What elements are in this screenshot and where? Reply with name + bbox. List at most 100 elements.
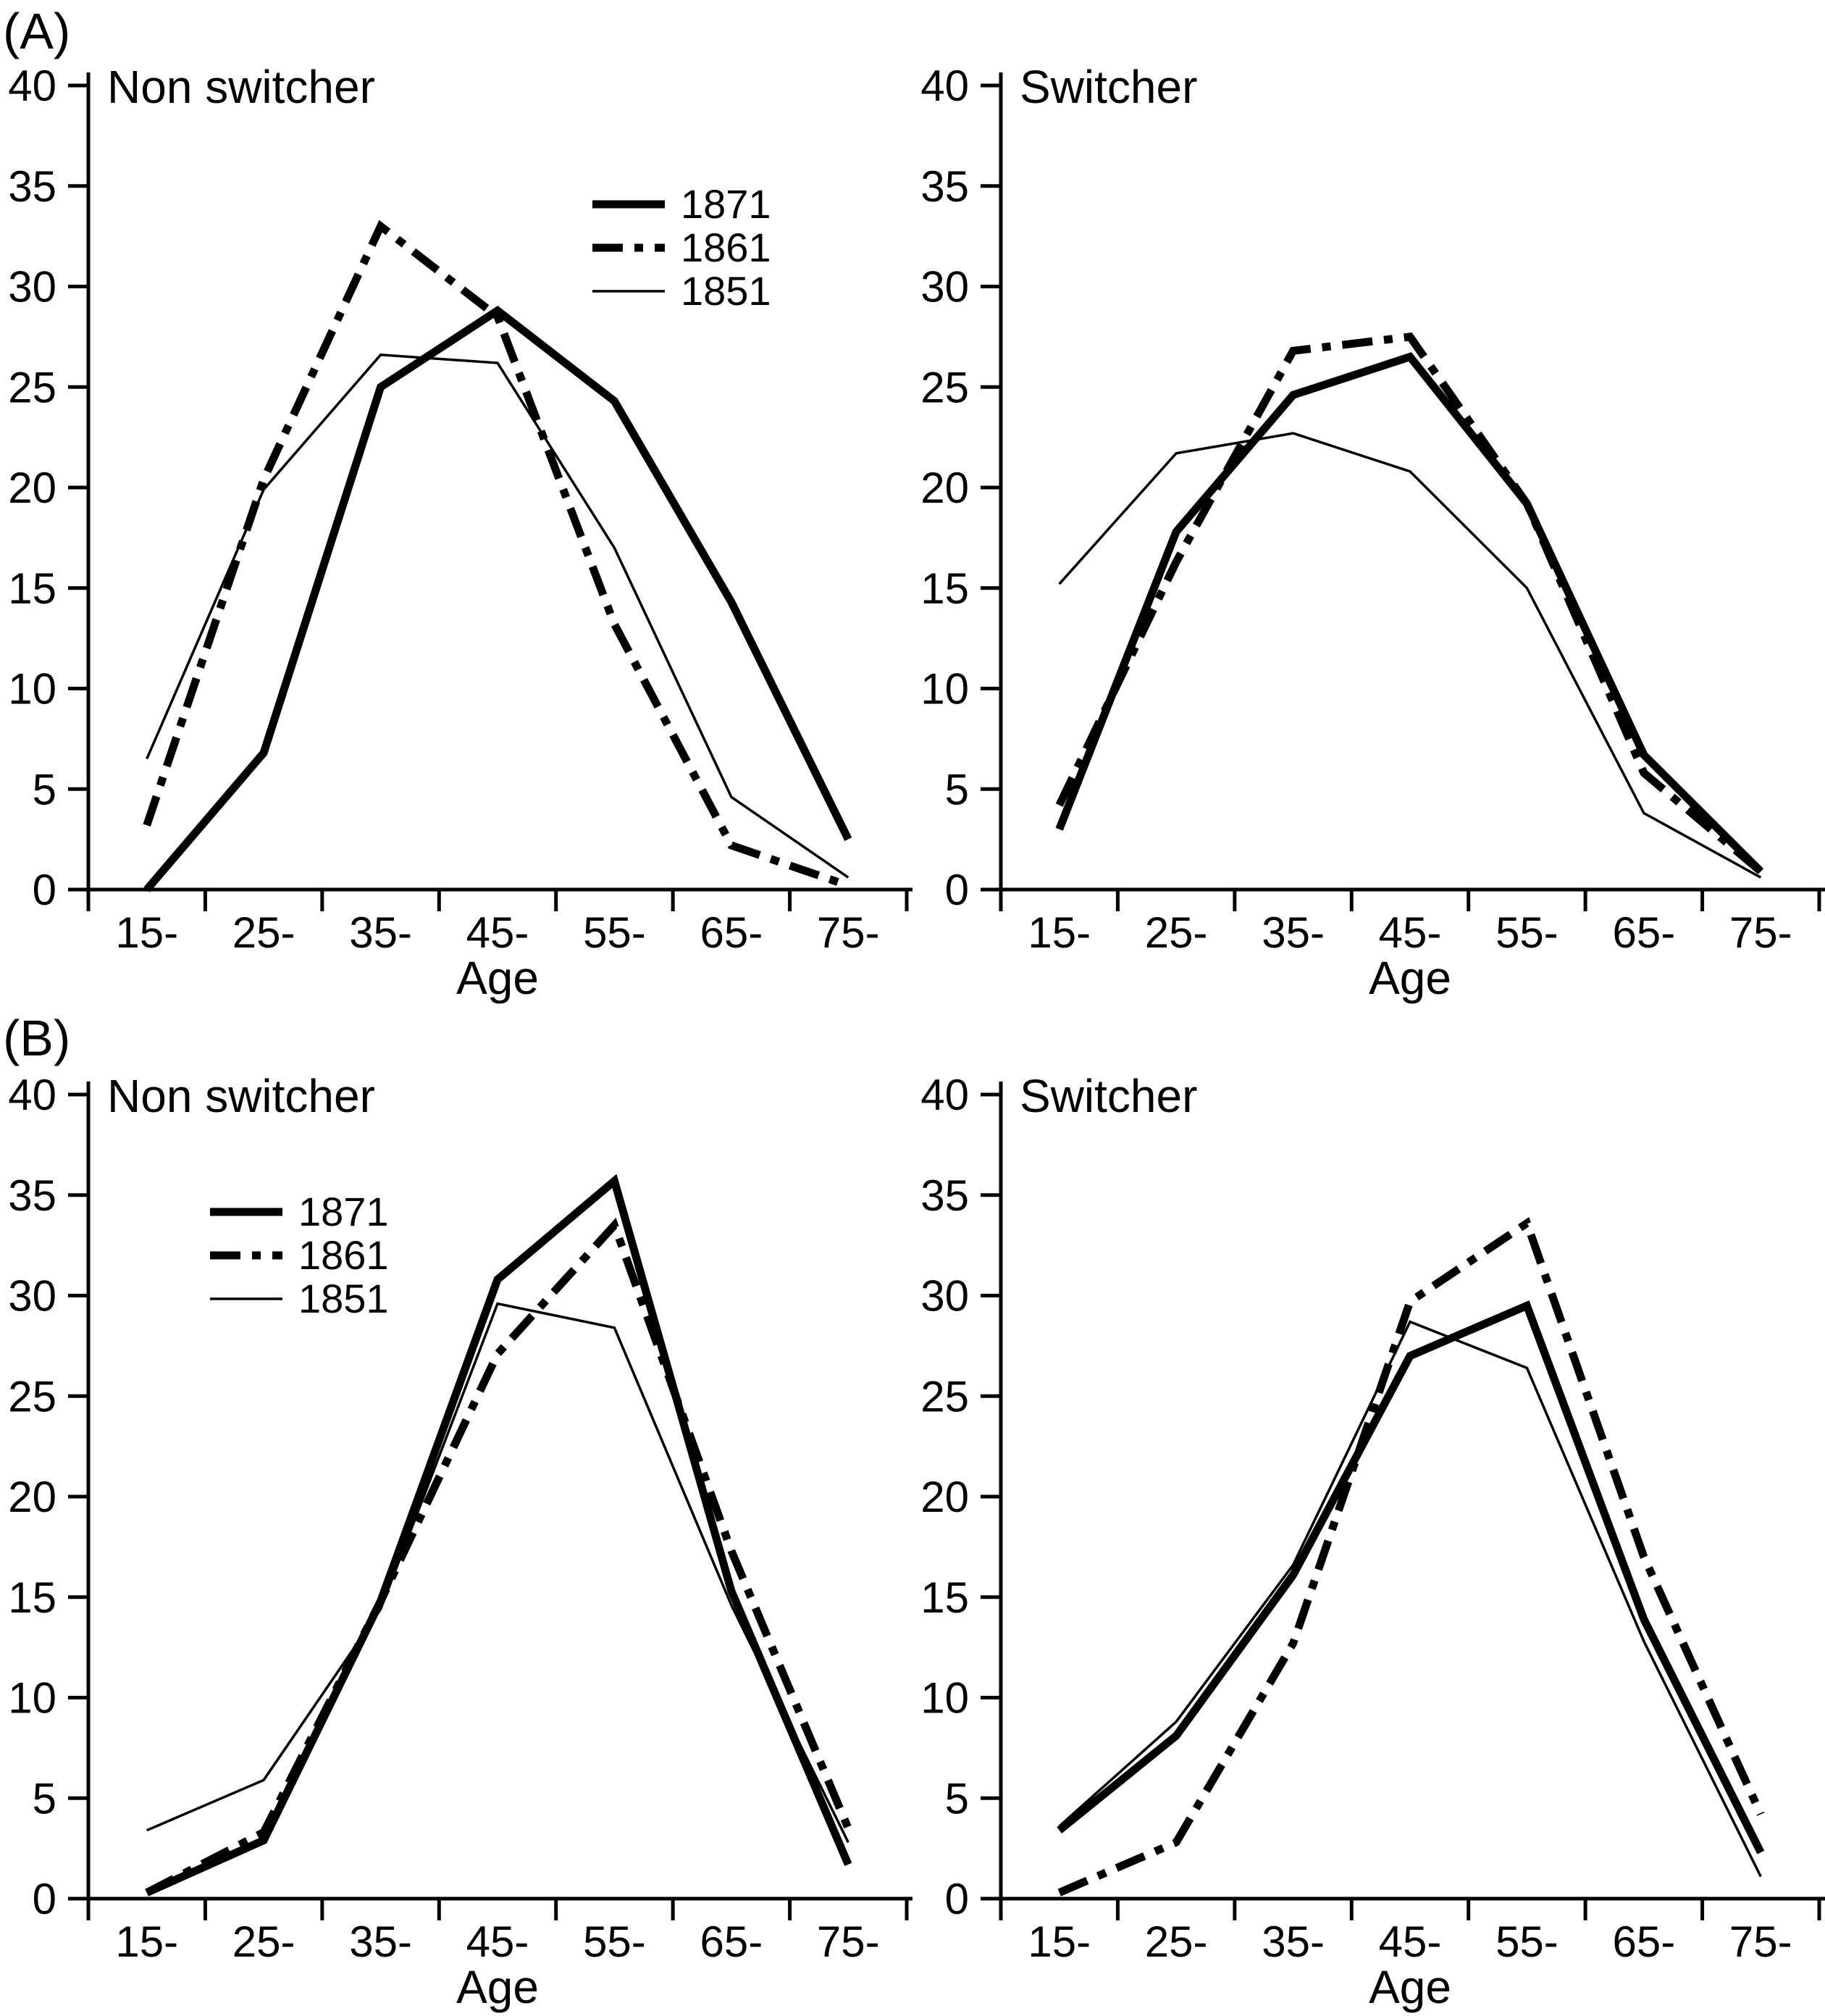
x-tick-label: 25- — [1145, 908, 1208, 957]
chart-canvas: Switcher 0 5 10 15 20 25 30 35 40 15- 25- 35- 45- 55- 6… — [920, 1070, 1825, 2013]
x-tick-label: 15- — [115, 1917, 178, 1966]
y-tick-label: 40 — [8, 62, 56, 110]
x-tick-label: 75- — [817, 1917, 880, 1966]
series-line-1851 — [1058, 432, 1762, 879]
y-tick-label: 15 — [8, 1573, 56, 1622]
x-tick-label: 55- — [583, 908, 646, 957]
y-tick-label: 30 — [8, 1272, 56, 1321]
y-tick-label: 0 — [33, 866, 56, 914]
x-tick-label: 65- — [1612, 1917, 1675, 1966]
y-tick-label: 0 — [945, 1875, 969, 1923]
y-tick-label: 15 — [8, 564, 56, 613]
y-tick-label: 40 — [920, 62, 969, 110]
y-tick-label: 0 — [33, 1875, 56, 1923]
x-tick-label: 75- — [1729, 1917, 1792, 1966]
x-tick-label: 65- — [700, 908, 763, 957]
legend-label-1871: 1871 — [298, 1189, 389, 1234]
chart-canvas: Switcher 0 5 10 15 20 25 30 35 40 15- 25- 35- 45- 55- 6… — [920, 61, 1825, 1004]
x-tick-label: 15- — [1028, 1917, 1091, 1966]
y-tick-label: 25 — [920, 1372, 969, 1421]
x-tick-label: 15- — [1028, 908, 1091, 957]
chart-b-switcher: Switcher 0 5 10 15 20 25 30 35 40 15- 25- 35- 45- 55- 6… — [912, 1009, 1825, 2016]
x-tick-label: 35- — [349, 908, 412, 957]
x-tick-label: 75- — [817, 908, 880, 957]
series-line-1851 — [146, 1302, 849, 1844]
chart-title: Switcher — [1020, 1070, 1197, 1122]
y-tick-label: 20 — [8, 464, 56, 512]
x-tick-label: 25- — [1145, 1917, 1208, 1966]
series-line-1871 — [1057, 1300, 1765, 1854]
chart-canvas: Non switcher 0 5 10 15 20 25 30 35 40 15- 25- 35- 45-… — [8, 61, 912, 1004]
y-tick-label: 5 — [33, 765, 56, 813]
chart-canvas: Non switcher 0 5 10 15 20 25 30 35 40 15- 25- 35- 45-… — [8, 1070, 912, 2013]
y-tick-label: 40 — [8, 1071, 56, 1119]
x-tick-label: 15- — [115, 908, 178, 957]
chart-title: Non switcher — [107, 1070, 375, 1122]
y-tick-label: 35 — [8, 1171, 56, 1220]
chart-title: Switcher — [1020, 61, 1197, 113]
series-line-1861 — [1055, 332, 1763, 875]
x-tick-label: 25- — [232, 1917, 295, 1966]
y-tick-label: 10 — [920, 1674, 969, 1723]
legend-label-1871: 1871 — [681, 181, 771, 227]
y-tick-label: 5 — [945, 765, 969, 813]
y-tick-label: 20 — [920, 1473, 969, 1521]
x-tick-label: 75- — [1729, 908, 1792, 957]
y-tick-label: 15 — [920, 1573, 969, 1622]
series-line-1861 — [145, 1217, 852, 1896]
y-tick-label: 10 — [8, 1674, 56, 1723]
legend-label-1851: 1851 — [681, 268, 771, 314]
y-tick-label: 5 — [945, 1774, 969, 1823]
y-tick-label: 5 — [33, 1774, 56, 1823]
y-tick-label: 30 — [920, 263, 969, 311]
chart-a-switcher: Switcher 0 5 10 15 20 25 30 35 40 15- 25- 35- 45- 55- 6… — [912, 0, 1825, 1007]
series-line-1861 — [1057, 1217, 1765, 1896]
x-tick-label: 35- — [1262, 908, 1325, 957]
x-tick-label: 45- — [1379, 908, 1442, 957]
series-line-1871 — [1055, 352, 1764, 874]
x-tick-label: 25- — [232, 908, 295, 957]
x-tick-label: 55- — [583, 1917, 646, 1966]
panel-a-label: (A) — [3, 3, 71, 59]
chart-b-non-switcher: Non switcher 0 5 10 15 20 25 30 35 40 15- 25- 35- 45-… — [0, 1009, 912, 2016]
series-line-1861 — [143, 219, 850, 890]
x-axis-title: Age — [456, 1961, 539, 2013]
y-tick-label: 35 — [920, 1171, 969, 1220]
x-tick-label: 45- — [466, 908, 529, 957]
y-tick-label: 25 — [8, 1372, 56, 1421]
chart-title: Non switcher — [107, 61, 375, 113]
y-tick-label: 10 — [920, 665, 969, 714]
y-tick-label: 0 — [945, 866, 969, 914]
x-tick-label: 65- — [700, 1917, 763, 1966]
series-line-1871 — [143, 306, 852, 892]
x-tick-label: 45- — [466, 1917, 529, 1966]
y-tick-label: 20 — [920, 464, 969, 512]
y-tick-label: 25 — [920, 363, 969, 411]
y-tick-label: 25 — [8, 363, 56, 411]
y-tick-label: 20 — [8, 1473, 56, 1521]
y-tick-label: 30 — [8, 263, 56, 311]
series-line-1871 — [145, 1174, 852, 1896]
y-tick-label: 30 — [920, 1272, 969, 1321]
y-tick-label: 10 — [8, 665, 56, 714]
legend-label-1851: 1851 — [298, 1276, 389, 1321]
y-tick-label: 40 — [920, 1071, 969, 1119]
x-axis-title: Age — [1369, 1961, 1451, 2013]
x-tick-label: 35- — [349, 1917, 412, 1966]
legend-label-1861: 1861 — [681, 225, 771, 270]
x-tick-label: 55- — [1495, 908, 1558, 957]
legend-label-1861: 1861 — [298, 1232, 389, 1278]
x-tick-label: 65- — [1612, 908, 1675, 957]
x-tick-label: 45- — [1379, 1917, 1442, 1966]
series-line-1851 — [1058, 1320, 1762, 1878]
chart-a-non-switcher: Non switcher 0 5 10 15 20 25 30 35 40 15- 25- 35- 45-… — [0, 0, 912, 1007]
y-tick-label: 35 — [920, 162, 969, 211]
x-axis-title: Age — [1369, 952, 1451, 1004]
x-tick-label: 55- — [1495, 1917, 1558, 1966]
y-tick-label: 35 — [8, 162, 56, 211]
x-axis-title: Age — [456, 952, 539, 1004]
panel-b-label: (B) — [3, 1010, 71, 1066]
series-line-1851 — [146, 353, 849, 879]
y-tick-label: 15 — [920, 564, 969, 613]
